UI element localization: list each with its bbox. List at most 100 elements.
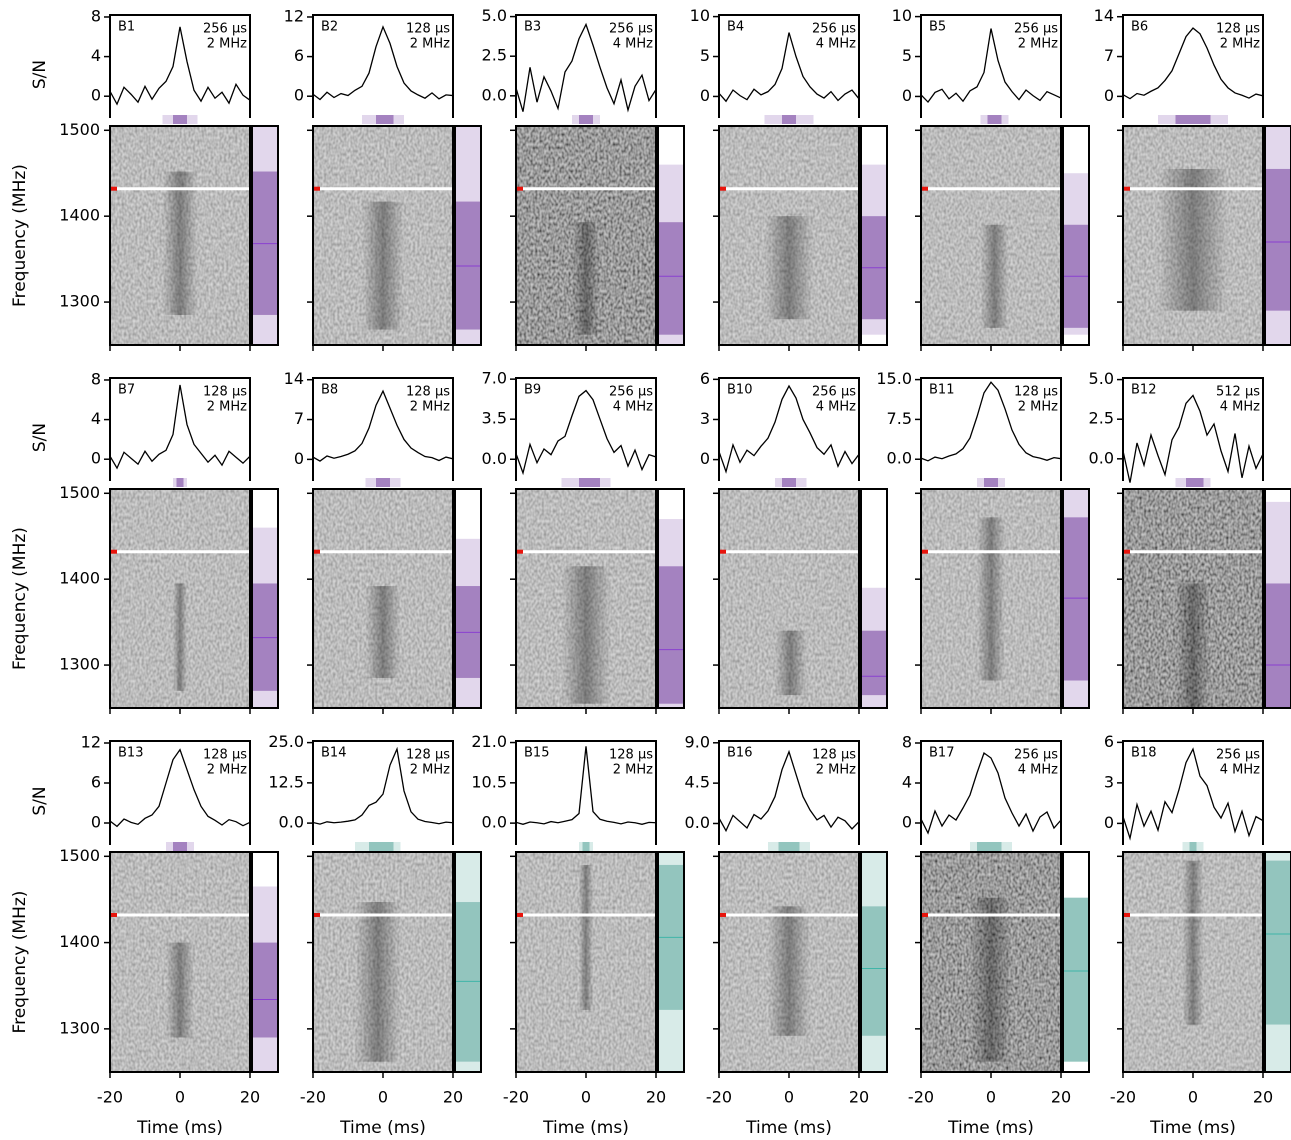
x-axis-label: Time (ms) <box>542 1118 629 1138</box>
time-window <box>376 478 390 487</box>
time-window <box>977 842 1002 851</box>
y-tick-label: 8 <box>902 733 912 752</box>
time-window <box>1175 115 1211 124</box>
time-window <box>376 115 394 124</box>
freq-tick-label: 1300 <box>59 1018 100 1037</box>
mask-marker <box>110 912 117 917</box>
x-axis-label: Time (ms) <box>1149 1118 1236 1138</box>
burst-label: B1 <box>118 20 135 35</box>
burst-label: B18 <box>1131 746 1156 761</box>
side-frame <box>1264 488 1291 709</box>
freq-resolution: 2 MHz <box>816 763 856 778</box>
y-tick-label: 4 <box>902 773 912 792</box>
y-tick-label: 6 <box>91 773 101 792</box>
burst-signal <box>764 216 814 320</box>
mask-marker <box>516 912 523 917</box>
burst-signal <box>768 906 810 1036</box>
y-tick-label: 7.5 <box>887 409 912 428</box>
mask-marker <box>516 549 523 554</box>
mask-marker <box>516 186 523 191</box>
profile-frame <box>109 14 251 118</box>
freq-tick-label: 1500 <box>59 120 100 139</box>
burst-signal <box>162 171 198 315</box>
y-tick-label: 21.0 <box>471 732 507 751</box>
side-frame <box>860 851 888 1073</box>
freq-tick-label: 1300 <box>59 292 100 311</box>
y-tick-label: 6 <box>294 46 304 65</box>
y-tick-label: 3 <box>700 409 710 428</box>
profile-frame <box>109 740 251 845</box>
freq-tick-label: 1400 <box>59 569 100 588</box>
mask-marker <box>1123 186 1130 191</box>
freq-tick-label: 1500 <box>59 483 100 502</box>
y-tick-label: 8 <box>91 369 101 388</box>
freq-resolution: 4 MHz <box>816 37 856 52</box>
burst-label: B14 <box>321 746 346 761</box>
y-axis-label: S/N <box>30 786 50 815</box>
mask-marker <box>313 549 320 554</box>
time-window <box>778 842 800 851</box>
burst-signal <box>166 942 194 1038</box>
band <box>252 942 278 1038</box>
band <box>861 906 887 1036</box>
x-tick-label: 0 <box>378 1088 388 1107</box>
y-tick-label: 0.0 <box>279 813 304 832</box>
x-tick-label: 0 <box>175 1088 185 1107</box>
mask-marker <box>719 186 726 191</box>
burst-label: B6 <box>1131 20 1148 35</box>
mask-marker <box>921 549 928 554</box>
freq-resolution: 4 MHz <box>613 400 653 415</box>
y-tick-label: 7 <box>294 409 304 428</box>
mask-marker <box>921 912 928 917</box>
side-frame <box>657 125 685 346</box>
profile-line <box>110 748 250 828</box>
time-resolution: 256 µs <box>812 22 856 37</box>
burst-signal <box>572 222 600 335</box>
x-tick-label: -20 <box>908 1088 934 1107</box>
time-window <box>987 115 1002 124</box>
time-window <box>1186 478 1204 487</box>
y-tick-label: 0.0 <box>887 449 912 468</box>
x-tick-label: 0 <box>1188 1088 1198 1107</box>
profile-line <box>313 389 453 462</box>
y-tick-label: 15.0 <box>876 369 912 388</box>
time-resolution: 128 µs <box>1216 22 1260 37</box>
y-tick-label: 10.5 <box>471 772 507 791</box>
y-tick-label: 0 <box>91 813 101 832</box>
x-axis-label: Time (ms) <box>745 1118 832 1138</box>
burst-label: B9 <box>524 383 541 398</box>
band <box>658 566 684 704</box>
x-tick-label: 0 <box>581 1088 591 1107</box>
y-tick-label: 14 <box>284 369 304 388</box>
y-tick-label: 0.0 <box>1089 448 1114 467</box>
side-frame <box>860 488 888 709</box>
y-tick-label: 2.5 <box>482 46 507 65</box>
y-tick-label: 5.0 <box>482 6 507 25</box>
freq-resolution: 2 MHz <box>207 37 247 52</box>
y-tick-label: 12 <box>81 733 101 752</box>
freq-resolution: 4 MHz <box>816 400 856 415</box>
y-tick-label: 10 <box>690 6 710 25</box>
mask-marker <box>719 549 726 554</box>
mask-marker <box>110 186 117 191</box>
profile-frame <box>109 377 251 481</box>
side-frame <box>860 125 888 346</box>
y-tick-label: 0 <box>1104 86 1114 105</box>
time-window <box>173 842 187 851</box>
y-tick-label: 0.0 <box>482 85 507 104</box>
profile-frame <box>1122 377 1264 481</box>
time-resolution: 128 µs <box>203 748 247 763</box>
x-tick-label: 0 <box>986 1088 996 1107</box>
burst-signal <box>579 864 593 1010</box>
side-frame <box>251 488 279 709</box>
x-tick-label: -20 <box>1110 1088 1136 1107</box>
side-frame <box>454 488 482 709</box>
y-tick-label: 0.0 <box>482 813 507 832</box>
y-tick-label: 12.5 <box>268 772 304 791</box>
y-tick-label: 0 <box>902 86 912 105</box>
freq-resolution: 2 MHz <box>207 400 247 415</box>
freq-axis-label: Frequency (MHz) <box>10 164 30 307</box>
y-tick-label: 0.0 <box>685 813 710 832</box>
profile-line <box>516 22 656 113</box>
